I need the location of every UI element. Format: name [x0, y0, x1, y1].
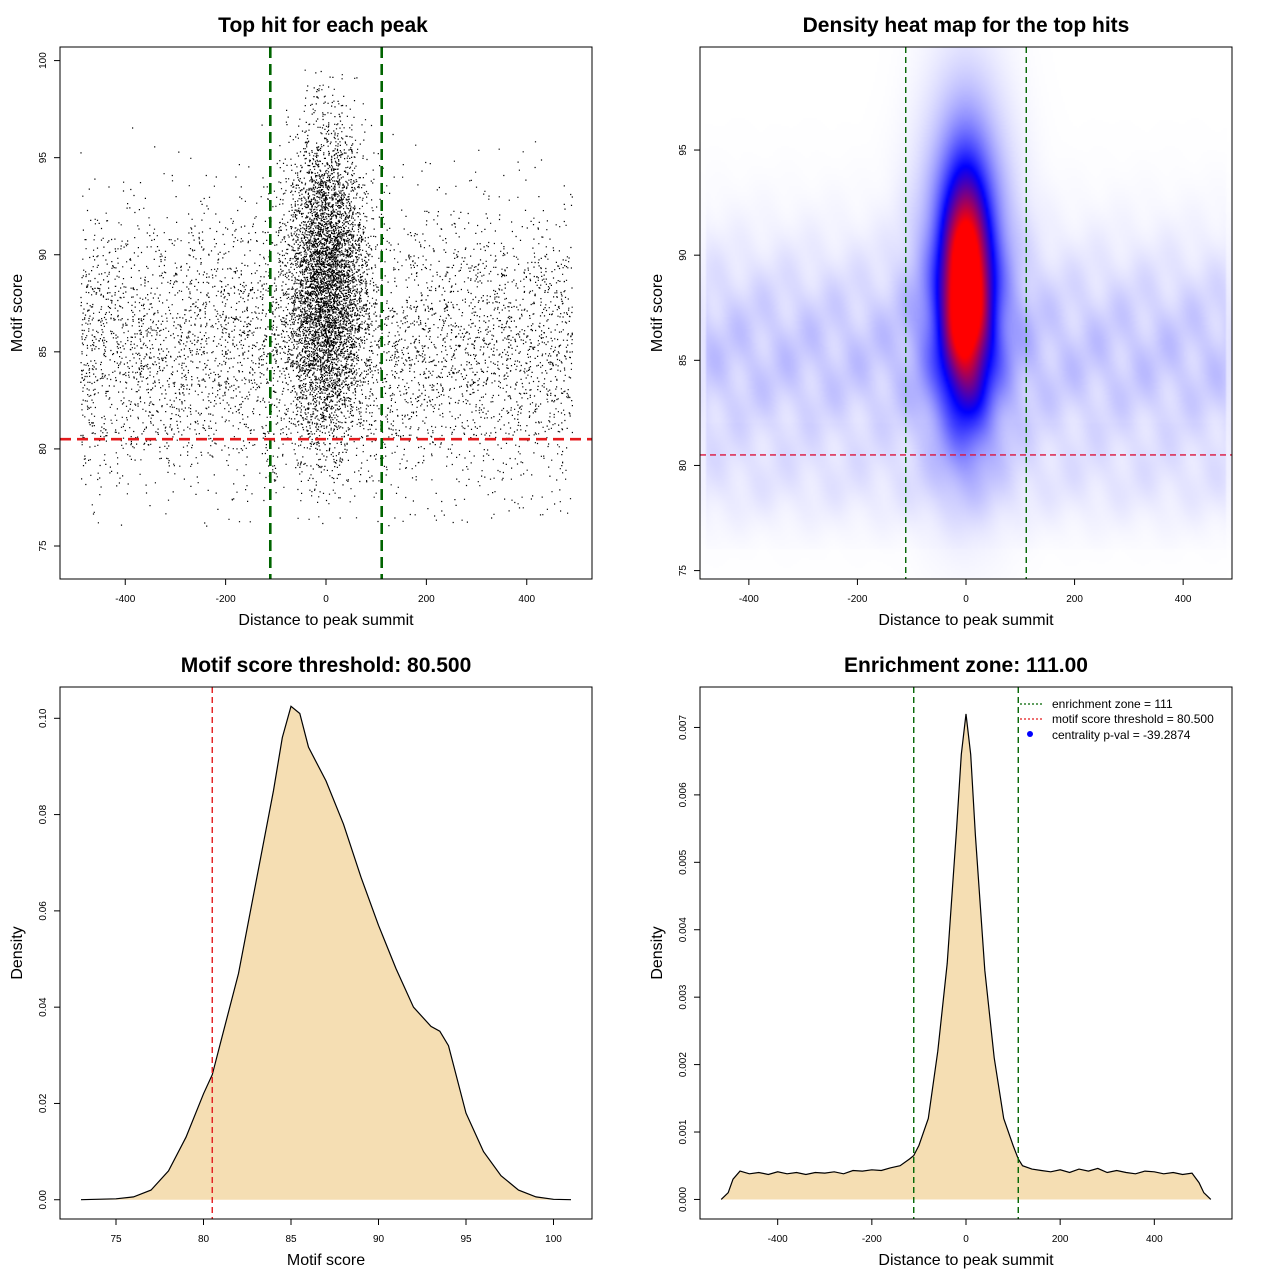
scatter-x-label: Distance to peak summit — [238, 612, 414, 629]
y-tick-label: 90 — [38, 249, 49, 261]
scatter-point-cloud — [80, 69, 573, 527]
y-tick-label: 95 — [38, 152, 49, 164]
heatmap-title: Density heat map for the top hits — [803, 14, 1130, 37]
scatter-x-axis: -400 -200 0 200 400 — [115, 579, 536, 605]
y-tick-label: 90 — [678, 249, 689, 261]
score-density-x-axis: 75 80 85 90 95 100 — [110, 1219, 562, 1245]
y-tick-label: 0.005 — [678, 849, 689, 874]
y-tick-label: 80 — [38, 443, 49, 455]
score-density-y-label: Density — [9, 926, 26, 979]
heatmap-reference-lines — [700, 47, 1232, 579]
enrichment-density-curve — [720, 713, 1212, 1200]
enrichment-reference-lines — [913, 687, 1019, 1219]
x-tick-label: 200 — [418, 594, 435, 605]
enrichment-panel: Enrichment zone: 111.00 -400 -200 0 200 400 … — [649, 654, 1233, 1269]
score-density-title: Motif score threshold: 80.500 — [181, 654, 472, 677]
x-tick-label: -400 — [115, 594, 135, 605]
x-tick-label: -200 — [862, 1234, 882, 1245]
enrichment-x-label: Distance to peak summit — [878, 1252, 1054, 1269]
x-tick-label: 85 — [285, 1234, 297, 1245]
heatmap-y-axis: 75 80 85 90 95 — [678, 144, 700, 576]
y-tick-label: 0.04 — [38, 997, 49, 1017]
score-density-area — [80, 705, 572, 1201]
y-tick-label: 95 — [678, 144, 689, 156]
scatter-y-axis: 75 80 85 90 95 100 — [38, 52, 60, 552]
x-tick-label: 400 — [1146, 1234, 1163, 1245]
y-tick-label: 0.007 — [678, 715, 689, 740]
y-tick-label: 75 — [38, 540, 49, 552]
y-tick-label: 0.001 — [678, 1119, 689, 1144]
heatmap-canvas — [700, 47, 1232, 579]
x-tick-label: 75 — [110, 1234, 122, 1245]
scatter-title: Top hit for each peak — [218, 14, 428, 37]
y-tick-label: 0.00 — [38, 1190, 49, 1210]
enrichment-density-fill — [721, 714, 1211, 1200]
y-tick-label: 75 — [678, 565, 689, 577]
enrichment-y-label: Density — [649, 926, 666, 979]
legend-label-motif-threshold: motif score threshold = 80.500 — [1052, 712, 1214, 726]
y-tick-label: 100 — [38, 52, 49, 69]
heatmap-x-label: Distance to peak summit — [878, 612, 1054, 629]
score-density-panel: Motif score threshold: 80.500 75 80 85 90 95… — [9, 654, 593, 1269]
scatter-panel: Top hit for each peak -400 -200 0 200 400 75… — [9, 14, 593, 629]
heatmap-x-axis: -400 -200 0 200 400 — [739, 579, 1192, 605]
y-tick-label: 0.08 — [38, 804, 49, 824]
x-tick-label: 0 — [963, 1234, 969, 1245]
scatter-y-label: Motif score — [9, 274, 26, 352]
y-tick-label: 0.06 — [38, 901, 49, 921]
score-density-curve — [80, 705, 572, 1201]
x-tick-label: 200 — [1066, 594, 1083, 605]
enrichment-density-area — [720, 713, 1212, 1200]
x-tick-label: 0 — [963, 594, 969, 605]
enrichment-x-axis: -400 -200 0 200 400 — [768, 1219, 1163, 1245]
y-tick-label: 0.02 — [38, 1093, 49, 1113]
enrichment-title: Enrichment zone: 111.00 — [844, 654, 1088, 677]
y-tick-label: 0.004 — [678, 917, 689, 942]
y-tick-label: 85 — [678, 354, 689, 366]
x-tick-label: 0 — [323, 594, 329, 605]
y-tick-label: 0.10 — [38, 708, 49, 728]
y-tick-label: 80 — [678, 459, 689, 471]
legend-swatch-centrality — [1027, 731, 1033, 737]
x-tick-label: 400 — [1175, 594, 1192, 605]
x-tick-label: 80 — [198, 1234, 210, 1245]
y-tick-label: 0.003 — [678, 984, 689, 1009]
enrichment-legend: enrichment zone = 111 motif score thresh… — [1020, 697, 1214, 742]
x-tick-label: 90 — [373, 1234, 385, 1245]
legend-label-enrichment-zone: enrichment zone = 111 — [1052, 697, 1173, 711]
y-tick-label: 0.006 — [678, 782, 689, 807]
x-tick-label: 200 — [1052, 1234, 1069, 1245]
y-tick-label: 0.000 — [678, 1186, 689, 1211]
score-density-x-label: Motif score — [287, 1252, 365, 1269]
x-tick-label: -400 — [768, 1234, 788, 1245]
score-density-y-axis: 0.00 0.02 0.04 0.06 0.08 0.10 — [38, 708, 60, 1209]
enrichment-y-axis: 0.000 0.001 0.002 0.003 0.004 0.005 0.006 0.007 — [678, 715, 700, 1212]
y-tick-label: 85 — [38, 346, 49, 358]
y-tick-label: 0.002 — [678, 1052, 689, 1077]
heatmap-panel: Density heat map for the top hits -400 -2… — [649, 14, 1233, 629]
scatter-points — [80, 69, 573, 527]
x-tick-label: 400 — [518, 594, 535, 605]
score-density-plot-frame — [59, 686, 593, 1220]
scatter-reference-lines — [60, 47, 592, 579]
x-tick-label: -200 — [847, 594, 867, 605]
x-tick-label: 100 — [545, 1234, 562, 1245]
x-tick-label: -400 — [739, 594, 759, 605]
x-tick-label: -200 — [216, 594, 236, 605]
x-tick-label: 95 — [460, 1234, 472, 1245]
heatmap-y-label: Motif score — [649, 274, 666, 352]
score-density-fill — [81, 706, 571, 1200]
legend-label-centrality: centrality p-val = -39.2874 — [1052, 728, 1191, 742]
